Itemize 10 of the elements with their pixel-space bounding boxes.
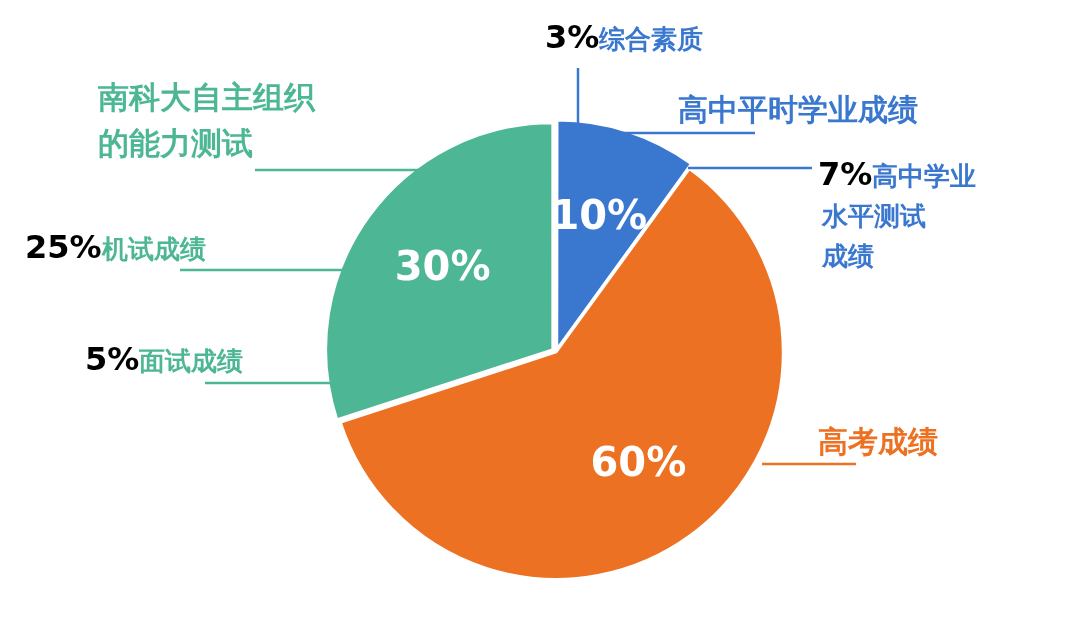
slice-label: 高中平时学业成绩 [678,92,918,127]
text: 25%机试成绩 [25,228,206,266]
slice-label: 高考成绩 [818,424,938,459]
text: 5%面试成绩 [85,340,244,378]
text: 3%综合素质 [545,18,704,56]
data-label: 10% [551,192,648,239]
data-label: 60% [590,438,687,485]
slice-label: 南科大自主组织的能力测试 [98,79,316,161]
text: 7%高中学业水平测试成绩 [818,155,977,271]
data-label: 30% [394,243,491,290]
